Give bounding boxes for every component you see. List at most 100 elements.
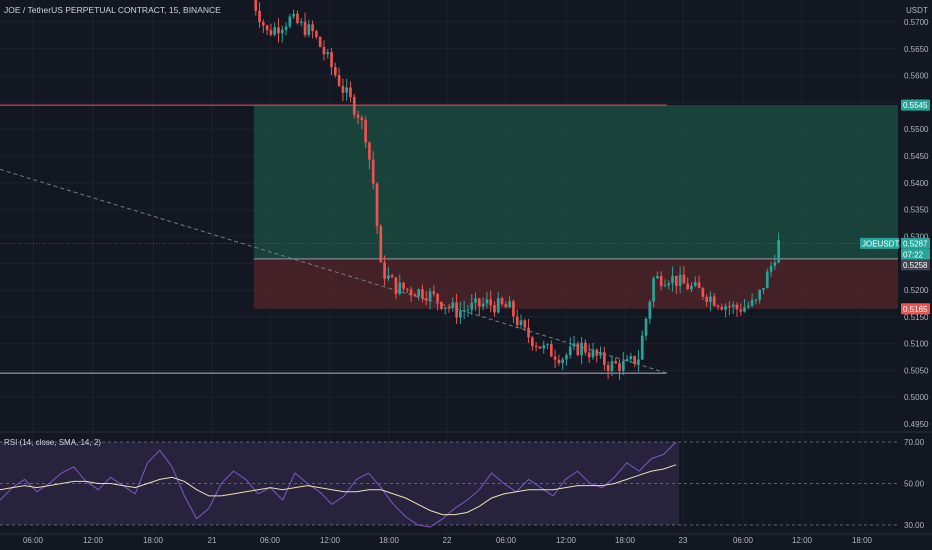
time-tick-label: 21 [208, 536, 217, 545]
candle-body [701, 288, 705, 297]
candle-body [633, 356, 636, 364]
candle-body [421, 289, 424, 299]
tag-target: 0.5545 [903, 101, 928, 110]
tag-stop-bg [901, 303, 930, 315]
tag-symbol: JOEUSDT.P [862, 239, 906, 248]
candle-body [455, 302, 458, 318]
candle-body [379, 226, 383, 263]
candle-body [489, 299, 493, 306]
candle-body [731, 304, 735, 307]
candle-body [538, 346, 542, 349]
candle-body [693, 282, 697, 286]
tag-entry: 0.5258 [903, 261, 928, 270]
candle-body [644, 318, 648, 336]
price-tick-label: 0.5650 [904, 45, 929, 54]
tag-countdown: 07:22 [903, 250, 924, 259]
candle-body [493, 305, 496, 313]
candle-body [315, 31, 318, 37]
candle-body [618, 363, 621, 371]
candle-body [671, 275, 674, 284]
candle-body [424, 298, 428, 301]
candle-body [330, 52, 333, 67]
candle-body [515, 316, 519, 326]
candle-body [519, 320, 523, 326]
candle-body [269, 30, 273, 35]
candle-body [625, 359, 629, 361]
candle-body [262, 22, 265, 26]
time-axis[interactable]: 06:00 12:00 18:00 21 06:00 12:00 18:00 22 06:00 1… [23, 536, 873, 545]
long-position-tool[interactable] [253, 105, 898, 309]
candle-body [640, 335, 644, 360]
candle-body [686, 283, 690, 290]
candle-body [341, 85, 345, 93]
candle-body [500, 298, 504, 305]
candle-body [705, 296, 708, 302]
candle-body [606, 365, 610, 372]
candle-body [352, 97, 356, 115]
price-tick-label: 0.5600 [904, 72, 929, 81]
candle-body [273, 27, 277, 35]
candle-body [754, 299, 758, 301]
candle-body [663, 285, 667, 287]
candle-body [675, 275, 678, 286]
time-tick-label: 23 [679, 536, 688, 545]
candle-body [777, 240, 780, 263]
drawing-lines[interactable] [0, 104, 898, 374]
candles [254, 0, 780, 380]
candle-body [394, 277, 398, 295]
profit-zone [253, 105, 898, 259]
candle-body [504, 304, 508, 308]
candle-body [720, 306, 724, 310]
candle-body [322, 46, 326, 55]
candle-body [678, 274, 682, 286]
tag-target-bg [901, 99, 930, 111]
candle-body [477, 298, 481, 307]
candle-body [451, 302, 455, 308]
candle-body [773, 262, 777, 266]
candle-body [447, 307, 451, 309]
time-tick-label: 12:00 [83, 536, 104, 545]
candle-body [432, 291, 436, 294]
candle-body [345, 87, 349, 93]
candle-body [750, 299, 754, 306]
candle-body [462, 310, 466, 312]
candle-body [765, 271, 769, 289]
candle-body [549, 344, 553, 357]
candle-body [637, 359, 640, 364]
candle-body [375, 183, 379, 227]
candle-body [265, 25, 269, 31]
candle-body [557, 359, 561, 363]
candle-body [610, 361, 614, 372]
candle-body [697, 282, 701, 289]
rsi-tick-label: 70.00 [904, 438, 925, 447]
candle-body [459, 310, 462, 318]
candle-body [402, 282, 405, 289]
candle-body [284, 26, 288, 30]
candle-body [739, 309, 743, 312]
candle-body [296, 13, 299, 24]
tag-symbol-bg [860, 237, 899, 249]
candle-body [724, 306, 727, 310]
candle-body [659, 276, 663, 286]
candle-body [656, 276, 659, 279]
candle-body [311, 24, 314, 32]
candle-body [629, 356, 633, 360]
price-tick-label: 0.5000 [904, 393, 929, 402]
time-tick-label: 12:00 [556, 536, 577, 545]
candle-body [303, 21, 307, 36]
time-tick-label: 06:00 [260, 536, 281, 545]
candle-body [356, 114, 360, 118]
candle-body [565, 354, 568, 360]
candle-body [648, 301, 652, 319]
candle-body [527, 327, 530, 338]
tag-last-price: 0.5287 [903, 239, 928, 248]
candle-body [428, 291, 432, 301]
time-tick-label: 06:00 [733, 536, 754, 545]
candle-body [534, 345, 538, 347]
candle-body [398, 282, 402, 295]
candle-body [531, 337, 534, 346]
rsi-line [0, 441, 677, 528]
candle-body [523, 320, 527, 328]
price-tick-label: 0.5450 [904, 152, 929, 161]
